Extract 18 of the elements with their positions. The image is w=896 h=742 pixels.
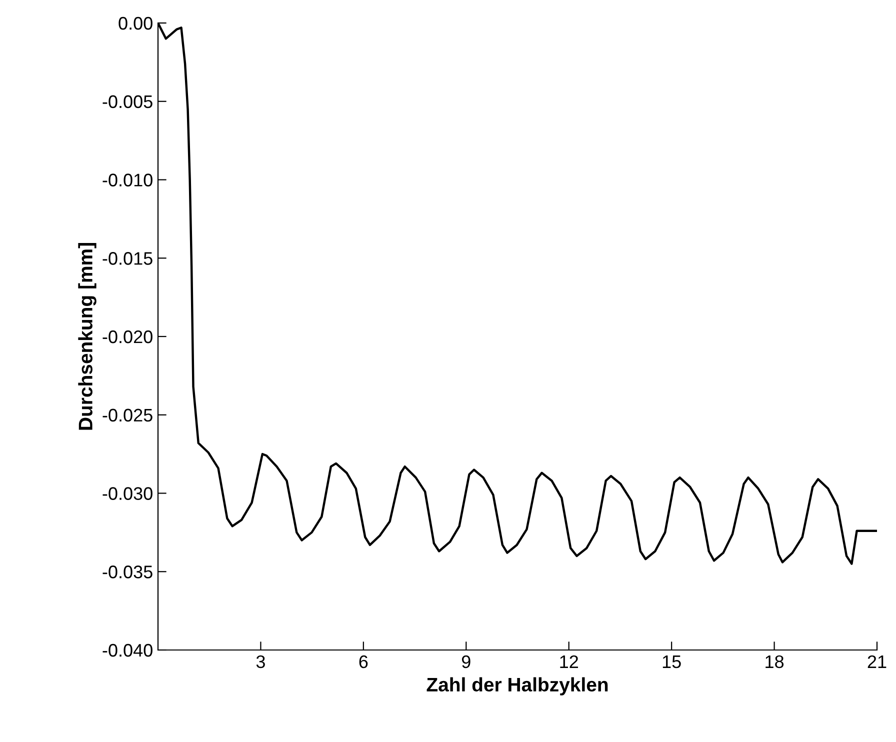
y-tick-label: -0.015: [102, 252, 152, 265]
x-tick-label: 21: [868, 655, 886, 668]
x-tick-label: 6: [359, 655, 368, 668]
y-axis-title: Durchsenkung [mm]: [78, 243, 96, 430]
x-tick-label: 9: [462, 655, 470, 668]
y-tick-label: -0.010: [102, 174, 152, 186]
y-tick-label: -0.005: [102, 95, 152, 108]
x-tick-label: 15: [662, 656, 681, 668]
y-tick-label: -0.040: [102, 644, 152, 657]
y-tick-label: 0.00: [118, 16, 152, 30]
y-tick-label: -0.025: [102, 408, 152, 422]
x-tick-label: 12: [560, 655, 578, 668]
x-axis-title: Zahl der Halbzyklen: [426, 677, 608, 696]
x-tick-label: 18: [766, 655, 784, 668]
y-tick-label: -0.030: [102, 487, 152, 500]
x-tick-label: 3: [256, 655, 265, 668]
y-tick-label: -0.020: [102, 330, 152, 344]
y-tick-label: -0.035: [102, 566, 152, 578]
